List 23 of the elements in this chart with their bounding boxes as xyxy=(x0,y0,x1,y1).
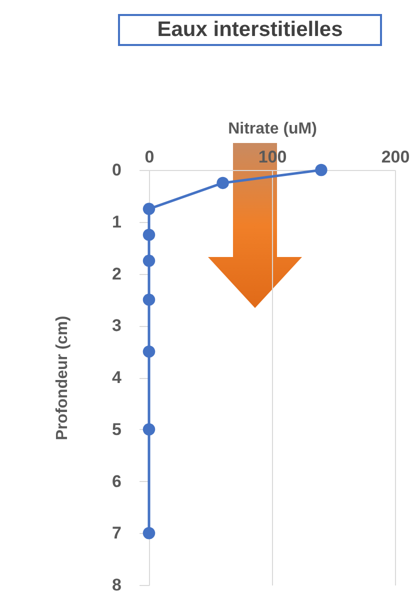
point xyxy=(142,228,156,241)
y-tick-label: 1 xyxy=(112,212,122,232)
chart-title: Eaux interstitielles xyxy=(118,14,382,46)
y-tick-label: 4 xyxy=(112,368,122,387)
y-tick-label: 3 xyxy=(112,316,122,336)
y-tick-label: 8 xyxy=(112,576,122,594)
y-tick-label: 2 xyxy=(112,264,122,284)
point xyxy=(315,164,328,176)
point xyxy=(142,423,156,436)
y-axis-title: Profondeur (cm) xyxy=(54,316,72,440)
y-tick-label: 0 xyxy=(112,160,122,180)
point xyxy=(142,345,156,358)
point xyxy=(216,176,229,190)
point xyxy=(142,527,156,540)
y-tick-label: 7 xyxy=(112,524,122,543)
point xyxy=(142,254,156,267)
y-tick-label: 5 xyxy=(112,420,122,439)
point xyxy=(142,294,156,306)
x-tick-label: 0 xyxy=(144,148,154,166)
x-axis-title: Nitrate (uM) xyxy=(228,120,317,138)
y-tick-label: 6 xyxy=(112,472,122,491)
x-tick-label: 200 xyxy=(381,148,410,166)
point xyxy=(142,202,156,216)
